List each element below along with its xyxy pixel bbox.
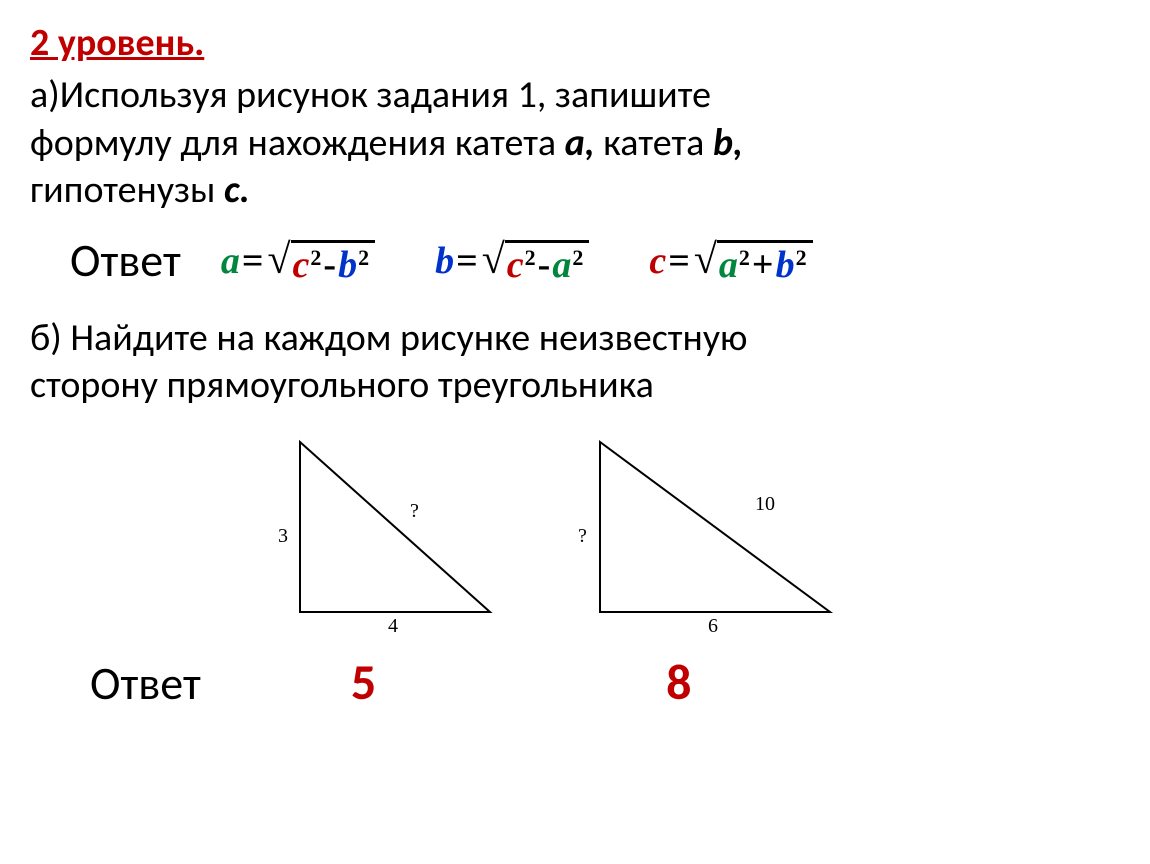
part-b-line2: сторону прямоугольного треугольника [30,362,654,408]
formula-b: b= √ c2-a2 [435,237,589,284]
formula-c-t2: b [776,243,795,287]
sqrt-icon: √ c2-a2 [482,237,590,284]
part-a-line3a: гипотенузы [30,167,224,213]
triangles: 3 4 ? ? 6 10 [260,432,1120,642]
triangle-1-hyp: ? [410,500,419,522]
triangle-1-vertical: 3 [278,525,288,547]
formula-b-op: - [536,243,553,287]
answer-row-b: Ответ 5 8 [30,652,1120,713]
sqrt-icon: √ a2+b2 [694,237,813,284]
answer-label-b: Ответ [90,656,201,712]
formula-b-t1: c [507,243,524,287]
formula-c: c= √ a2+b2 [649,237,812,284]
formula-a-op: - [321,243,338,287]
var-c: c. [224,167,250,213]
part-a-line1: а)Используя рисунок задания 1, запишите [30,72,711,118]
formula-a: a= √ c2-b2 [221,237,375,284]
sqrt-icon: √ c2-b2 [267,237,375,284]
part-a-line2b: катета [595,120,713,166]
answer-value-1: 5 [351,652,376,713]
triangle-1-base: 4 [388,615,398,637]
triangle-1: 3 4 ? [260,432,520,642]
formula-a-lhs: a [221,239,240,283]
part-b-text: б) Найдите на каждом рисунке неизвестную… [30,315,1120,410]
part-a-line2a: формулу для нахождения катета [30,120,565,166]
answer-row-a: Ответ a= √ c2-b2 b= √ c2-a2 [30,233,1120,289]
formula-c-lhs: c [649,239,666,283]
formula-b-t2: a [552,243,571,287]
answer-label-a: Ответ [70,233,181,289]
formula-c-t1: a [719,243,738,287]
formula-a-t2: b [338,243,357,287]
formula-c-op: + [750,243,776,287]
var-b: b, [713,120,743,166]
var-a: a, [565,120,595,166]
formula-a-t1: c [293,243,310,287]
formulas: a= √ c2-b2 b= √ c2-a2 c= [221,237,813,284]
level-heading: 2 уровень. [30,20,1120,66]
part-a-text: а)Используя рисунок задания 1, запишите … [30,72,1120,215]
slide: 2 уровень. а)Используя рисунок задания 1… [0,0,1150,864]
formula-b-lhs: b [435,239,454,283]
triangle-2-base: 6 [708,615,718,637]
triangle-2-vertical: ? [578,525,587,547]
part-b-line1: б) Найдите на каждом рисунке неизвестную [30,315,747,361]
triangle-2-hyp: 10 [755,493,775,515]
answer-value-2: 8 [666,652,691,713]
triangle-2: ? 6 10 [560,432,860,642]
